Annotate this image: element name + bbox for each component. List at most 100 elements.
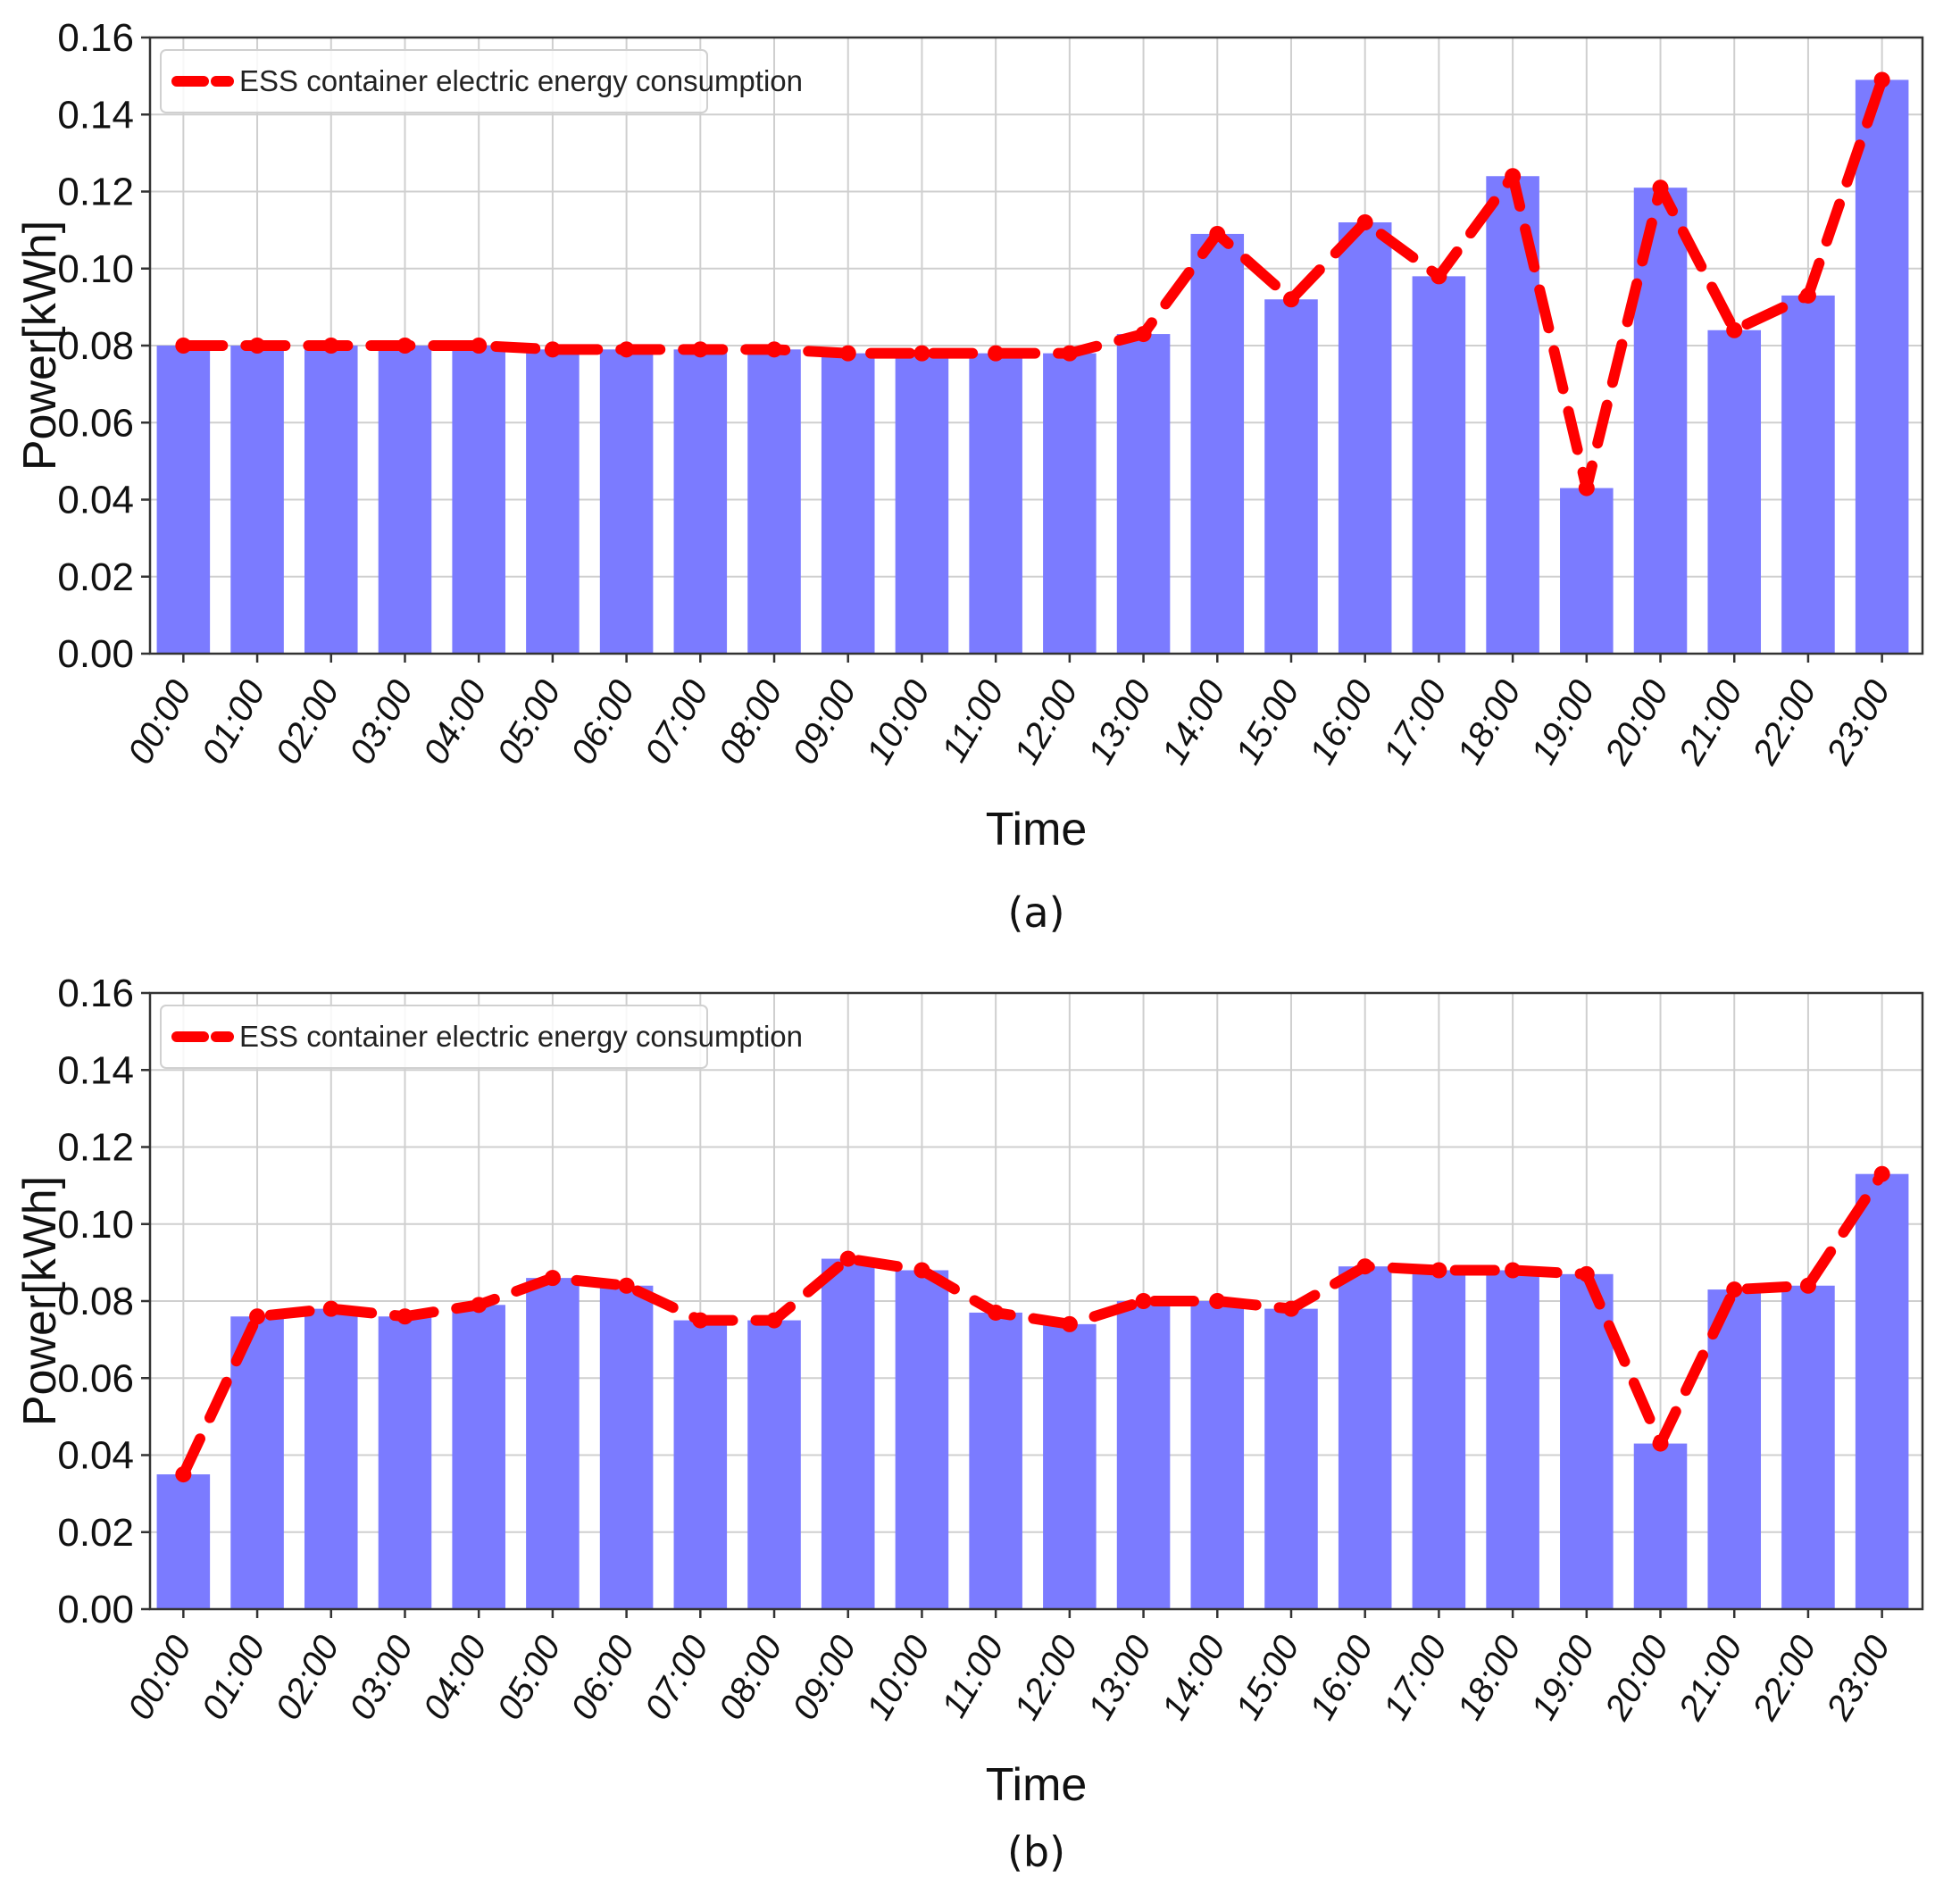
bar	[1855, 1173, 1909, 1609]
x-tick-label: 04:00	[416, 1630, 495, 1727]
line-point	[1135, 1293, 1152, 1309]
x-axis-label: Time	[986, 804, 1088, 855]
line-point	[1505, 1262, 1522, 1279]
bar	[1116, 334, 1171, 654]
bar	[156, 1474, 211, 1609]
bar	[230, 346, 284, 654]
bar	[599, 1285, 654, 1609]
line-point	[322, 1300, 339, 1317]
line-point	[1652, 1435, 1669, 1452]
line-point	[544, 341, 561, 358]
x-tick-label: 17:00	[1376, 1630, 1455, 1727]
chart-panel-b: 0.00 0.02 0.04 0.06 0.08 0.10 0.12 0.14 0.16 00:0…	[14, 972, 1924, 1876]
bar	[526, 349, 580, 654]
line-point	[1209, 1293, 1226, 1309]
bar	[1338, 1266, 1392, 1609]
x-tick-label: 06:00	[563, 1630, 642, 1727]
x-tick-label: 03:00	[342, 1630, 421, 1727]
line-point	[618, 1277, 635, 1294]
x-tick-label: 20:00	[1597, 674, 1677, 772]
line-point	[988, 1304, 1005, 1321]
line-point	[1135, 326, 1152, 343]
x-tick-label: 10:00	[859, 1630, 938, 1727]
line-point	[1356, 1258, 1373, 1275]
series-line	[178, 74, 1888, 494]
line-point	[1061, 345, 1078, 362]
bar	[1043, 353, 1097, 654]
line-point	[766, 341, 783, 358]
x-tick-label: 05:00	[490, 1630, 569, 1727]
x-tick-label: 23:00	[1819, 674, 1898, 772]
bar	[969, 1312, 1022, 1609]
line-point	[1726, 321, 1743, 338]
y-tick-label: 0.12	[57, 171, 134, 214]
y-axis-label: Power[kWh]	[14, 1176, 66, 1426]
series-line	[178, 1168, 1888, 1481]
x-tick-label: 09:00	[785, 674, 863, 772]
x-tick-label: 01:00	[195, 674, 273, 772]
bar	[1190, 1301, 1245, 1609]
x-tick-label: 22:00	[1745, 674, 1824, 772]
bar	[1338, 222, 1392, 654]
legend-label: ESS container electric energy consumptio…	[239, 64, 803, 97]
bar	[452, 346, 505, 654]
line-point	[1652, 179, 1669, 196]
x-tick-label: 08:00	[712, 674, 790, 772]
bar	[378, 346, 432, 654]
x-tick-label: 07:00	[638, 674, 716, 772]
line-point	[692, 341, 709, 358]
line-point	[839, 1250, 856, 1267]
legend-label: ESS container electric energy consumptio…	[239, 1020, 803, 1053]
bar	[1560, 1273, 1614, 1609]
legend: ESS container electric energy consumptio…	[160, 49, 803, 113]
x-tick-label: 02:00	[268, 674, 346, 772]
y-tick-label: 0.04	[57, 479, 134, 522]
x-tick-label: 14:00	[1155, 1630, 1233, 1727]
y-tick-label: 0.08	[57, 324, 134, 368]
legend-box	[160, 1005, 708, 1069]
y-tick-label: 0.08	[57, 1280, 134, 1323]
line-point	[471, 338, 488, 354]
line-point	[1726, 1281, 1743, 1298]
line-point	[322, 338, 339, 354]
bar	[452, 1305, 505, 1609]
x-tick-label: 11:00	[934, 674, 1012, 769]
line-point	[1873, 1165, 1890, 1182]
y-tick-label: 0.00	[57, 632, 134, 676]
y-tick-label: 0.16	[57, 972, 134, 1015]
x-tick-label: 12:00	[1006, 674, 1085, 772]
y-tick-label: 0.06	[57, 1356, 134, 1400]
x-tick-label: 03:00	[342, 674, 421, 772]
x-tick-label: 22:00	[1745, 1630, 1824, 1728]
bar	[895, 1270, 949, 1609]
x-tick-label: 15:00	[1229, 674, 1307, 772]
bar	[1412, 1270, 1466, 1609]
line-point	[249, 1308, 266, 1325]
line-point	[1356, 214, 1373, 230]
line-point	[1578, 1265, 1595, 1282]
x-tick-label: 05:00	[490, 674, 569, 772]
bar	[304, 346, 358, 654]
line-point	[1209, 225, 1226, 242]
bar	[673, 1320, 728, 1609]
bar	[156, 346, 211, 654]
bar	[969, 353, 1022, 654]
bar	[526, 1278, 580, 1609]
line-point	[1799, 1277, 1816, 1294]
line-point	[396, 338, 413, 354]
x-tick-label: 13:00	[1080, 1630, 1159, 1727]
y-tick-label: 0.12	[57, 1126, 134, 1170]
x-tick-label: 11:00	[934, 1630, 1012, 1724]
chart-panel-a: 0.00 0.02 0.04 0.06 0.08 0.10 0.12 0.14 0.16 00:0…	[14, 16, 1924, 937]
legend: ESS container electric energy consumptio…	[160, 1005, 803, 1069]
x-tick-label: 18:00	[1450, 1630, 1529, 1727]
x-tick-label: 17:00	[1376, 674, 1455, 772]
bar	[1190, 233, 1245, 654]
line-point	[1799, 287, 1816, 304]
line-point	[1282, 1300, 1299, 1317]
y-tick-label: 0.14	[57, 93, 134, 137]
bar	[1043, 1323, 1097, 1609]
x-tick-label: 16:00	[1302, 1630, 1380, 1727]
bar	[378, 1316, 432, 1609]
